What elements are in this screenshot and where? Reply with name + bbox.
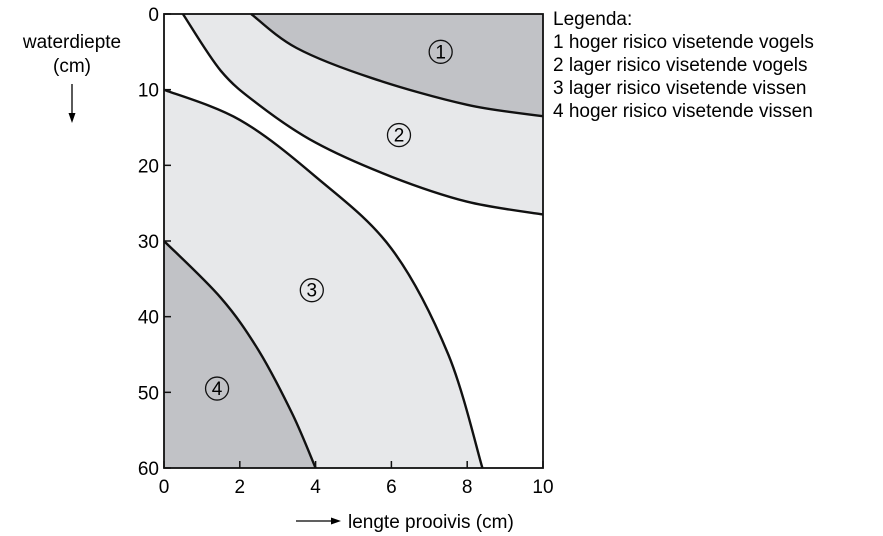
zone-2-circle: [386, 122, 412, 148]
x-tick-label: 10: [532, 477, 553, 498]
y-axis-unit: (cm): [53, 56, 91, 77]
zone-3-circle: [299, 278, 324, 303]
y-tick-label: 0: [148, 5, 159, 26]
zone-2-label: 2: [394, 126, 405, 147]
y-tick-label: 30: [138, 232, 159, 253]
zone-1-area: [251, 14, 543, 117]
legend-entry-4: 4 hoger risico visetende vissen: [553, 101, 813, 122]
zone-4-area: [164, 241, 316, 468]
boundaries-layer: [163, 13, 544, 469]
zone-3-label: 3: [307, 281, 318, 302]
zone-4-label: 4: [212, 379, 223, 400]
x-axis-arrow: [296, 517, 341, 525]
boundary-curve-1: [250, 13, 544, 118]
y-tick-label: 50: [138, 383, 159, 404]
y-axis-label: waterdiepte: [22, 32, 121, 53]
legend-entry-2: 2 lager risico visetende vogels: [553, 55, 808, 76]
y-tick-label: 60: [138, 459, 159, 480]
zone-3-area: [164, 89, 483, 468]
y-axis-arrow: [68, 84, 76, 123]
zone-1-circle: [428, 39, 453, 64]
y-tick-label: 20: [138, 156, 159, 177]
x-tick-label: 6: [386, 477, 397, 498]
legend-entry-1: 1 hoger risico visetende vogels: [553, 32, 814, 53]
boundary-curve-3: [163, 88, 484, 469]
x-axis-label: lengte prooivis (cm): [348, 512, 514, 533]
x-tick-label: 8: [462, 477, 473, 498]
legend: Legenda: 1 hoger risico visetende vogels…: [553, 8, 814, 123]
y-tick-label: 40: [138, 308, 159, 329]
legend-title: Legenda:: [553, 9, 633, 30]
zone-2-area: [182, 14, 543, 215]
zone-labels-layer: 1 2 3 4: [204, 39, 453, 401]
x-tick-label: 4: [310, 477, 321, 498]
y-tick-label: 10: [138, 81, 159, 102]
boundary-curve-4: [163, 240, 317, 469]
zones-layer: [164, 14, 543, 468]
zone-4-circle: [204, 376, 230, 401]
zone-1-label: 1: [435, 42, 446, 63]
boundary-curve-2: [181, 13, 544, 216]
x-tick-label: 0: [159, 477, 170, 498]
legend-entry-3: 3 lager risico visetende vissen: [553, 78, 807, 99]
x-tick-label: 2: [235, 477, 246, 498]
